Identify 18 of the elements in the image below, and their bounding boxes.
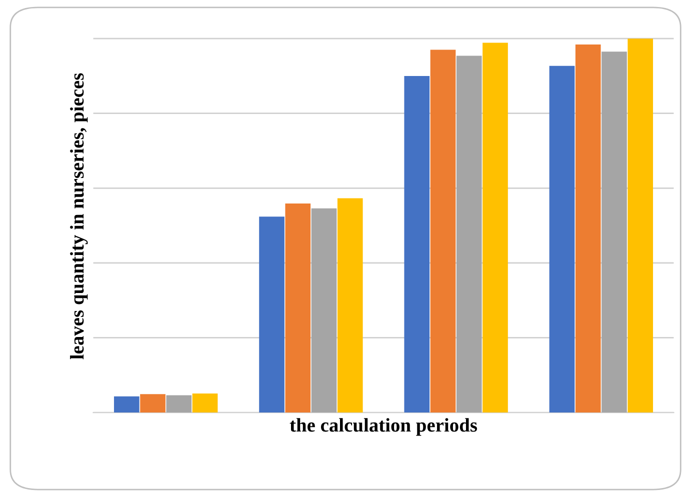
bar	[337, 198, 363, 413]
bar	[602, 52, 627, 413]
bar	[482, 42, 508, 413]
bar	[549, 66, 575, 413]
x-axis-title: the calculation periods	[290, 418, 478, 436]
bar	[285, 203, 311, 413]
bar	[628, 38, 654, 413]
bar	[192, 393, 218, 413]
bar	[404, 76, 430, 413]
bar	[311, 208, 337, 413]
bar	[456, 56, 482, 413]
bar	[140, 394, 166, 413]
bar	[114, 396, 140, 413]
bar	[166, 395, 192, 413]
y-axis-title: leaves quantity in nurseries, pieces	[70, 73, 88, 360]
bar	[430, 50, 456, 413]
bar	[575, 44, 601, 413]
bar	[259, 216, 284, 413]
